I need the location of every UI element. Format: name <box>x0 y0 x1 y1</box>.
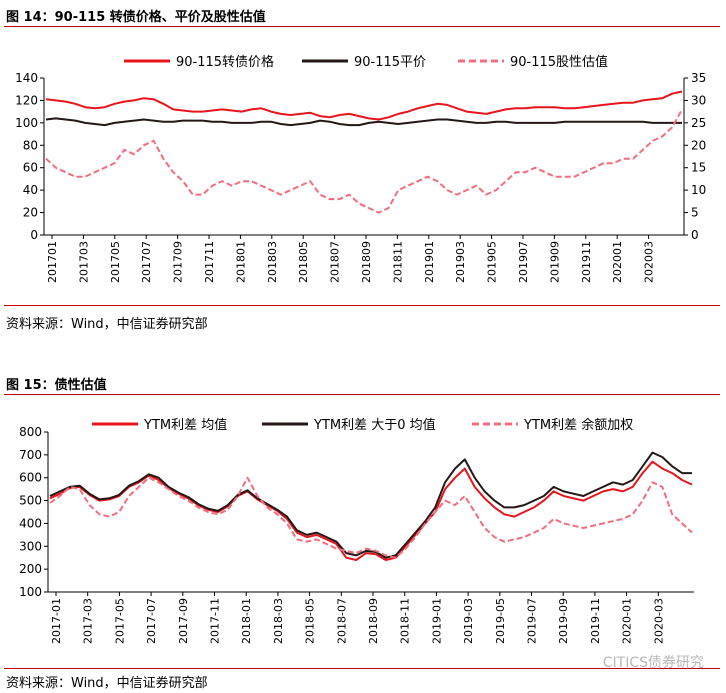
x-tick-label: 2018-11 <box>399 598 412 644</box>
x-tick-label: 2019-03 <box>462 598 475 644</box>
x-tick-label: 2019-09 <box>557 598 570 644</box>
y-tick-label-left: 200 <box>19 562 42 576</box>
figure-1-bottom-rule <box>4 305 720 306</box>
x-tick-label: 201905 <box>486 241 499 283</box>
x-tick-label: 201809 <box>360 241 373 283</box>
x-tick-label: 201811 <box>391 241 404 283</box>
y-tick-label-left: 100 <box>15 116 38 130</box>
y-tick-label-left: 300 <box>19 539 42 553</box>
x-tick-label: 2019-05 <box>494 598 507 644</box>
figure-1-top-rule <box>4 26 720 27</box>
y-tick-label-left: 700 <box>19 448 42 462</box>
x-tick-label: 201903 <box>454 241 467 283</box>
figure-2-top-rule <box>4 394 720 395</box>
figure-2-title: 图 15：债性估值 <box>6 378 107 393</box>
y-tick-label-left: 40 <box>23 183 38 197</box>
x-tick-label: 201709 <box>172 241 185 283</box>
series-line-3 <box>45 108 683 214</box>
x-tick-label: 202003 <box>643 241 656 283</box>
y-tick-label-left: 80 <box>23 138 38 152</box>
y-tick-label-left: 20 <box>23 206 38 220</box>
x-tick-label: 2017-07 <box>145 598 158 644</box>
x-tick-label: 2018-01 <box>240 598 253 644</box>
y-tick-label-left: 120 <box>15 93 38 107</box>
figure-1-source: 资料来源：Wind，中信证券研究部 <box>6 317 208 332</box>
x-tick-label: 201701 <box>46 241 59 283</box>
y-tick-label-left: 400 <box>19 516 42 530</box>
series-line-3 <box>49 476 693 559</box>
legend-label-3: 90-115股性估值 <box>510 54 608 70</box>
chart-2: 100 200 300 400 500 600 700 800 2017-01 2017-03 20… <box>19 417 694 644</box>
y-tick-label-right: 25 <box>691 116 706 130</box>
x-tick-label: 2019-01 <box>430 598 443 644</box>
x-tick-label: 2019-07 <box>526 598 539 644</box>
y-tick-label-left: 100 <box>19 585 42 599</box>
x-tick-label: 2018-03 <box>272 598 285 644</box>
series-line-1 <box>45 90 683 121</box>
x-tick-label: 201705 <box>109 241 122 283</box>
x-tick-label: 2019-11 <box>589 598 602 644</box>
y-tick-label-left: 800 <box>19 425 42 439</box>
y-tick-label-right: 15 <box>691 161 706 175</box>
x-tick-label: 2018-05 <box>304 598 317 644</box>
legend-label-2: 90-115平价 <box>354 55 426 70</box>
x-tick-label: 201807 <box>329 241 342 283</box>
legend-label-3: YTM利差 余额加权 <box>523 417 633 433</box>
y-tick-label-right: 35 <box>691 71 706 85</box>
x-tick-label: 201901 <box>423 241 436 283</box>
y-tick-label-right: 10 <box>691 183 706 197</box>
figure-2-source: 资料来源：Wind，中信证券研究部 <box>6 676 208 691</box>
legend-label-1: YTM利差 均值 <box>143 417 227 433</box>
chart-1: 0 20 40 60 80 100 120 140 0 5 10 15 20 25 30 35 201701 20… <box>15 54 706 283</box>
series-line-2 <box>49 451 692 559</box>
x-tick-label: 201909 <box>548 241 561 283</box>
legend-label-2: YTM利差 大于0 均值 <box>313 417 436 433</box>
x-tick-label: 2017-03 <box>82 598 95 644</box>
watermark: CITICS债券研究 <box>602 655 704 671</box>
legend-label-1: 90-115转债价格 <box>176 54 274 70</box>
y-tick-label-right: 5 <box>691 206 699 220</box>
y-tick-label-left: 500 <box>19 494 42 508</box>
x-tick-label: 2018-07 <box>335 598 348 644</box>
x-tick-label: 202001 <box>611 241 624 283</box>
y-tick-label-left: 60 <box>23 161 38 175</box>
x-tick-label: 201703 <box>77 241 90 283</box>
x-tick-label: 2017-05 <box>113 598 126 644</box>
y-tick-label-right: 20 <box>691 138 706 152</box>
x-tick-label: 201911 <box>580 241 593 283</box>
series-line-2 <box>45 117 682 127</box>
x-tick-label: 2017-09 <box>177 598 190 644</box>
y-tick-label-right: 0 <box>691 228 699 242</box>
x-tick-label: 201907 <box>517 241 530 283</box>
x-tick-label: 201711 <box>203 241 216 283</box>
figure-1-title: 图 14：90-115 转债价格、平价及股性估值 <box>6 10 266 25</box>
y-tick-label-left: 140 <box>15 71 38 85</box>
x-tick-label: 201803 <box>266 241 279 283</box>
x-tick-label: 2020-03 <box>652 598 665 644</box>
x-tick-label: 201801 <box>234 241 247 283</box>
y-tick-label-left: 0 <box>30 228 38 242</box>
y-tick-label-left: 600 <box>19 471 42 485</box>
figure-2-bottom-rule <box>4 668 720 669</box>
x-tick-label: 2017-11 <box>209 598 222 644</box>
series-line-1 <box>49 460 693 561</box>
x-tick-label: 2017-01 <box>50 598 63 644</box>
x-tick-label: 2020-01 <box>621 598 634 644</box>
x-tick-label: 201805 <box>297 241 310 283</box>
y-tick-label-right: 30 <box>691 93 706 107</box>
x-tick-label: 201707 <box>140 241 153 283</box>
x-tick-label: 2018-09 <box>367 598 380 644</box>
